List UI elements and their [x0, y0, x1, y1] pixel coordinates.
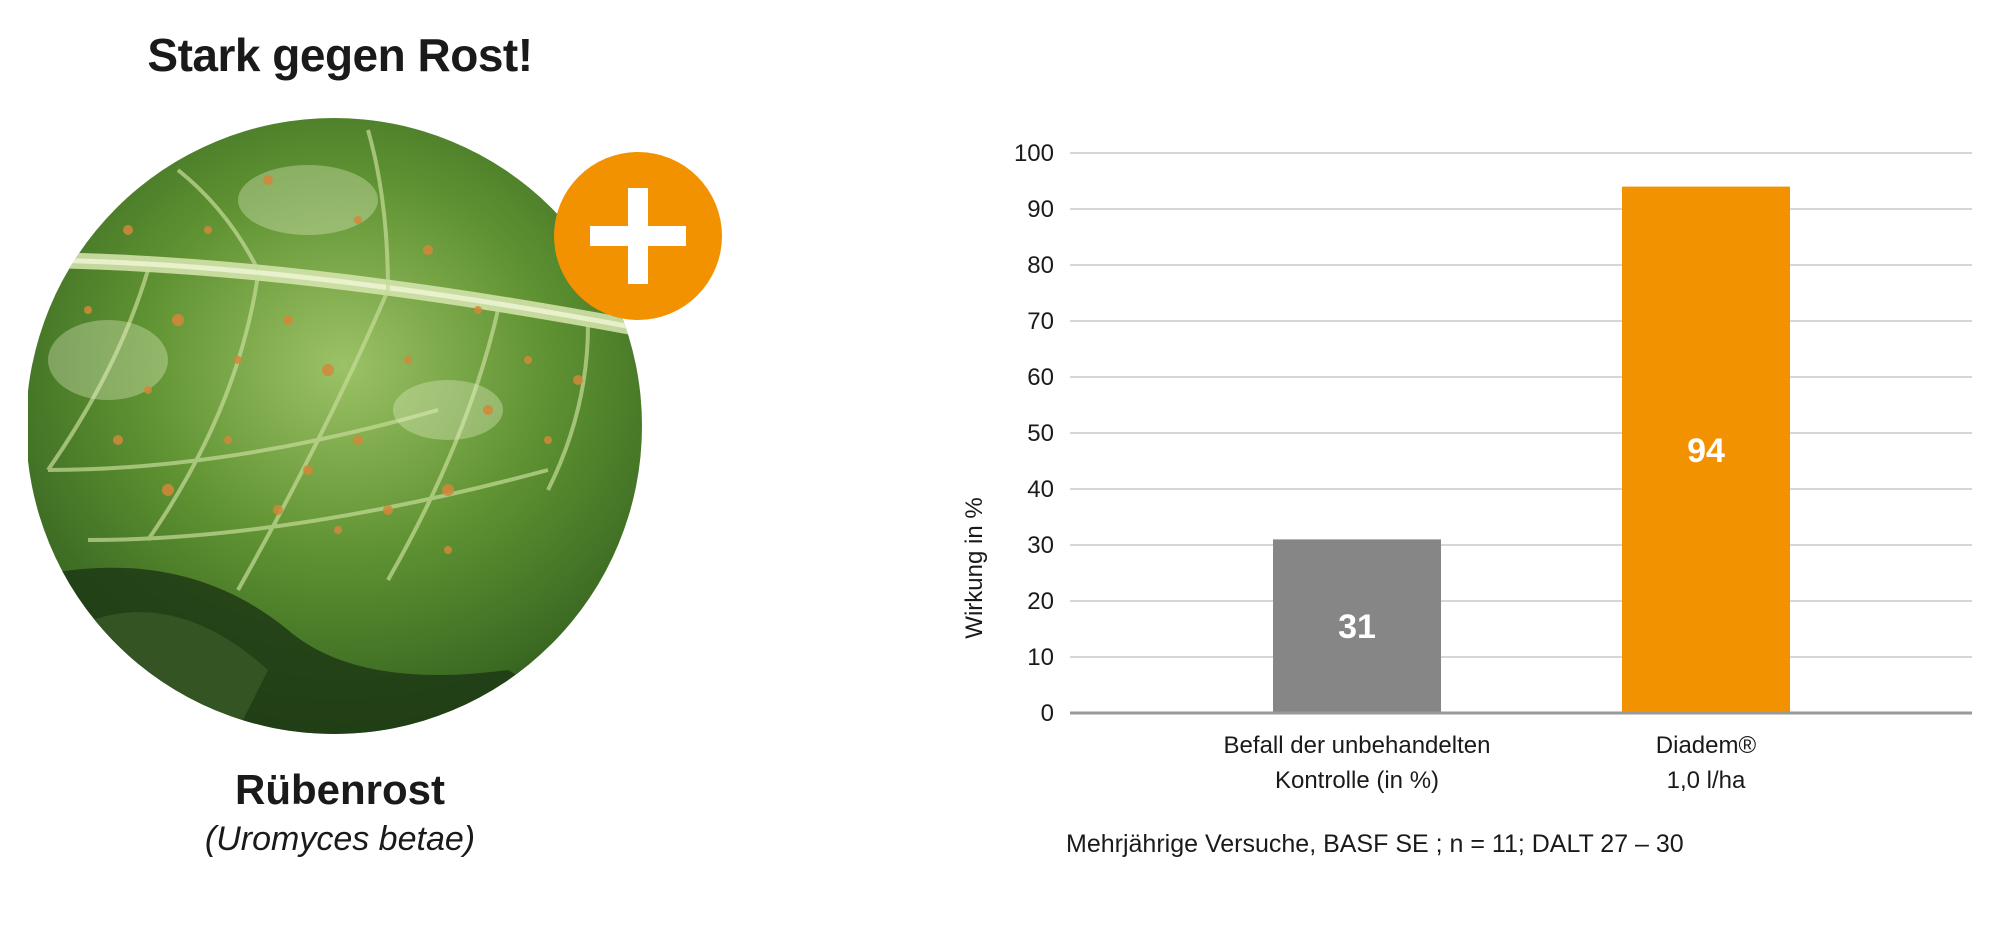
footnote: Mehrjährige Versuche, BASF SE ; n = 11; …	[1066, 830, 1684, 858]
headline: Stark gegen Rost!	[147, 29, 533, 81]
data-label: 31	[1338, 608, 1376, 646]
data-label: 94	[1687, 432, 1725, 470]
y-tick-label: 0	[1041, 700, 1054, 727]
y-tick-label: 10	[1027, 644, 1054, 671]
y-tick-label: 50	[1027, 420, 1054, 447]
x-tick-label: 1,0 l/ha	[1667, 767, 1746, 794]
leaf-photo	[28, 110, 728, 750]
bar-chart: 0 10 20 30 40 50 60 70 80 90 100 31 Befall der unbeh…	[961, 140, 1972, 794]
plus-badge	[554, 152, 722, 320]
y-tick-label: 40	[1027, 476, 1054, 503]
x-tick-label: Kontrolle (in %)	[1275, 767, 1439, 794]
bar	[1273, 539, 1441, 713]
pest-latin-name: (Uromyces betae)	[204, 820, 476, 858]
y-tick-label: 100	[1014, 140, 1054, 167]
x-tick-label: Diadem®	[1656, 732, 1757, 759]
bar	[1622, 186, 1790, 714]
plus-icon	[590, 188, 686, 284]
y-tick-label: 60	[1027, 364, 1054, 391]
y-tick-label: 30	[1027, 532, 1054, 559]
x-tick-label: Befall der unbehandelten	[1224, 732, 1491, 759]
pest-name: Rübenrost	[235, 766, 445, 813]
y-axis-title: Wirkung in %	[961, 497, 988, 638]
y-tick-label: 70	[1027, 308, 1054, 335]
y-tick-label: 80	[1027, 252, 1054, 279]
y-tick-label: 20	[1027, 588, 1054, 615]
y-tick-label: 90	[1027, 196, 1054, 223]
